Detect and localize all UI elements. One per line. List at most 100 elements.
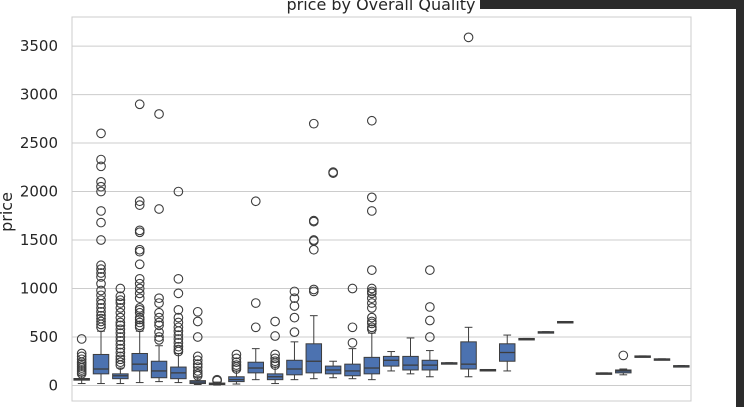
window-top-edge (480, 0, 744, 9)
box-group (73, 334, 90, 385)
box-iqr (131, 352, 148, 372)
box-group (189, 306, 206, 386)
outlier-point (115, 283, 126, 294)
outlier-point (366, 324, 377, 335)
outlier-point (134, 322, 145, 333)
outlier-point (115, 317, 126, 328)
outlier-point (134, 99, 145, 110)
outlier-point (115, 303, 126, 313)
outlier-point (250, 196, 261, 207)
outlier-point (154, 204, 164, 214)
boxes (73, 32, 690, 386)
y-tick-label: 1500 (20, 231, 58, 249)
outlier-point (96, 260, 106, 271)
outlier-point (134, 317, 145, 328)
outlier-point (425, 315, 435, 326)
outlier-point (76, 334, 87, 344)
outlier-point (173, 186, 184, 197)
outlier-point (154, 298, 164, 308)
outlier-point (270, 353, 280, 364)
outlier-point (328, 168, 338, 178)
outlier-point (154, 335, 164, 345)
box-iqr (344, 363, 361, 377)
outlier-point (96, 303, 106, 313)
outlier-point (366, 303, 377, 313)
outlier-point (366, 206, 377, 216)
outlier-point (618, 350, 629, 361)
outlier-point (96, 285, 106, 296)
outlier-point (115, 324, 126, 335)
outlier-point (173, 312, 184, 323)
outlier-point (96, 181, 106, 192)
outlier-point (134, 283, 145, 294)
box-group (595, 372, 613, 375)
outlier-point (154, 327, 164, 338)
outlier-point (250, 298, 261, 308)
box-group (170, 186, 187, 384)
outlier-point (308, 286, 319, 297)
outlier-point (425, 265, 435, 275)
box-iqr (402, 355, 419, 371)
outlier-point (366, 265, 377, 275)
outlier-point (96, 319, 106, 330)
outlier-point (270, 331, 280, 341)
outlier-point (134, 293, 145, 304)
y-tick-label: 2500 (20, 134, 58, 152)
box-iqr (92, 353, 110, 375)
outlier-point (154, 307, 164, 318)
y-axis-label: price (0, 192, 16, 232)
box-group (537, 331, 555, 334)
y-tick-labels: 0 500 1000 1500 2000 2500 3000 3500 (20, 37, 58, 394)
outlier-point (154, 312, 164, 323)
outlier-point (192, 366, 203, 376)
window-right-edge (736, 0, 744, 407)
outlier-point (154, 320, 164, 331)
outlier-point (96, 235, 106, 245)
outlier-point (366, 192, 377, 203)
box-group (247, 196, 265, 381)
outlier-point (96, 272, 106, 282)
y-tick-label: 3000 (20, 86, 58, 104)
outlier-point (425, 302, 435, 312)
outlier-point (173, 326, 184, 337)
box-group (344, 283, 361, 380)
box-group (402, 337, 419, 375)
outlier-point (115, 298, 126, 308)
outlier-point (76, 368, 87, 379)
outlier-point (192, 306, 203, 317)
outlier-point (212, 375, 222, 386)
outlier-point (96, 154, 106, 165)
grid-lines (72, 45, 691, 386)
box-iqr (150, 360, 168, 379)
outlier-point (96, 268, 106, 278)
box-iqr (382, 355, 400, 367)
outlier-point (134, 200, 145, 210)
outlier-point (96, 299, 106, 309)
outlier-point (289, 301, 300, 311)
outlier-point (96, 278, 106, 289)
box-group (498, 334, 516, 372)
box-iqr (286, 359, 303, 376)
box-group (615, 350, 632, 376)
outlier-point (192, 351, 203, 362)
box-iqr (363, 356, 381, 375)
box-group (266, 316, 284, 385)
box-group (324, 167, 342, 379)
outlier-point (173, 330, 184, 340)
outlier-point (115, 295, 126, 306)
outlier-point (192, 316, 203, 327)
box-iqr (305, 343, 323, 374)
outlier-point (289, 293, 300, 304)
outlier-point (76, 351, 87, 362)
outlier-point (115, 328, 126, 338)
outlier-point (192, 332, 203, 342)
outlier-point (231, 364, 242, 374)
outlier-point (347, 337, 358, 348)
y-tick-label: 1000 (20, 280, 58, 298)
outlier-point (463, 32, 474, 43)
box-group (673, 365, 690, 368)
outlier-point (134, 196, 145, 207)
outlier-point (134, 307, 145, 318)
box-group (634, 355, 651, 358)
outlier-point (289, 286, 300, 297)
